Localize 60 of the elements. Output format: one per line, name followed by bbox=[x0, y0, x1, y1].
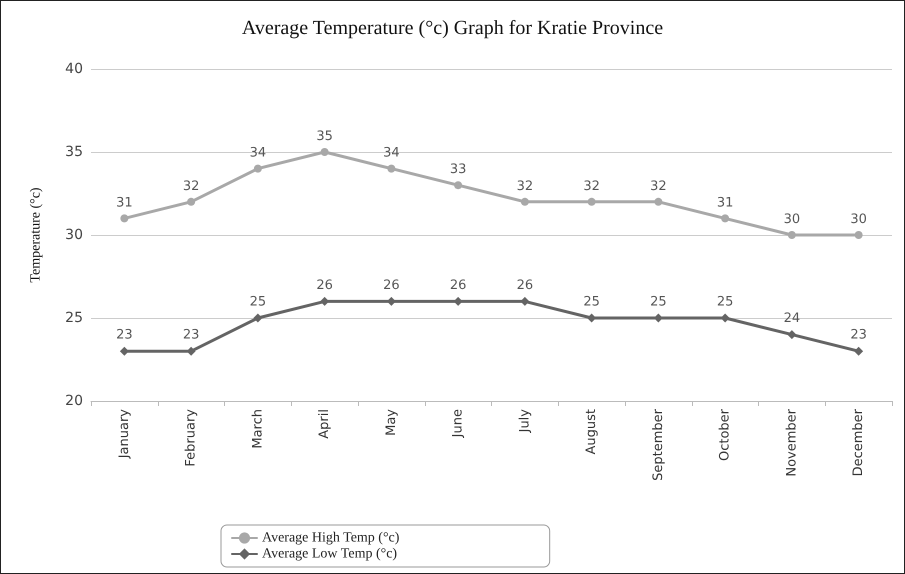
x-tick-label: February bbox=[184, 408, 199, 467]
point bbox=[120, 214, 128, 222]
y-tick-label: 20 bbox=[65, 393, 83, 409]
data-label: 30 bbox=[784, 212, 800, 227]
point bbox=[387, 164, 396, 173]
data-label: 26 bbox=[316, 278, 333, 293]
chart-title: Average Temperature (°c) Graph for Kratie Province bbox=[242, 17, 664, 39]
data-label: 31 bbox=[116, 195, 133, 210]
point bbox=[721, 214, 730, 222]
data-label: 30 bbox=[850, 212, 867, 227]
data-label: 32 bbox=[583, 178, 600, 194]
data-label: 34 bbox=[383, 146, 400, 161]
x-tick-label: July bbox=[517, 408, 532, 434]
data-label: 35 bbox=[316, 129, 333, 144]
x-tick-label: June bbox=[450, 409, 466, 438]
point bbox=[454, 181, 462, 190]
data-label: 32 bbox=[182, 178, 200, 194]
data-label: 26 bbox=[516, 278, 534, 293]
data-label: 25 bbox=[583, 294, 600, 310]
x-tick-label: November bbox=[784, 408, 800, 477]
data-label: 25 bbox=[650, 294, 667, 310]
data-label: 24 bbox=[784, 311, 800, 326]
data-label: 26 bbox=[450, 278, 466, 293]
data-label: 23 bbox=[182, 328, 200, 343]
x-tick-label: March bbox=[250, 409, 266, 449]
data-label: 23 bbox=[850, 328, 867, 343]
data-label: 25 bbox=[716, 294, 734, 310]
data-label: 32 bbox=[650, 178, 667, 194]
x-tick-label: December bbox=[851, 408, 866, 476]
y-tick-label: 35 bbox=[65, 144, 83, 160]
y-axis-title: Temperature (°c) bbox=[28, 187, 44, 283]
legend-label: Average High Temp (°c) bbox=[262, 530, 400, 546]
point bbox=[187, 198, 196, 206]
point bbox=[253, 314, 262, 322]
data-label: 34 bbox=[250, 146, 266, 161]
y-tick-label: 30 bbox=[65, 227, 83, 243]
point bbox=[520, 198, 529, 206]
x-tick-label: October bbox=[718, 408, 733, 462]
data-label: 25 bbox=[250, 294, 266, 310]
x-tick-label: April bbox=[317, 409, 332, 439]
point bbox=[787, 330, 796, 340]
x-tick-label: August bbox=[584, 409, 600, 454]
x-tick-label: January bbox=[116, 408, 132, 460]
y-tick-label: 25 bbox=[65, 310, 83, 326]
data-label: 32 bbox=[516, 178, 534, 194]
point bbox=[320, 148, 329, 156]
data-label: 31 bbox=[716, 195, 734, 210]
legend-label: Average Low Temp (°c) bbox=[262, 546, 398, 562]
point bbox=[254, 164, 262, 173]
x-tick-label: May bbox=[384, 408, 399, 436]
point bbox=[654, 198, 662, 206]
data-label: 26 bbox=[383, 278, 400, 293]
data-label: 33 bbox=[450, 162, 466, 178]
data-label: 23 bbox=[116, 328, 133, 343]
point bbox=[854, 231, 863, 239]
point bbox=[588, 198, 596, 206]
point bbox=[788, 231, 796, 239]
y-tick-label: 40 bbox=[65, 61, 83, 77]
x-tick-label: September bbox=[650, 408, 666, 481]
point bbox=[854, 346, 864, 356]
